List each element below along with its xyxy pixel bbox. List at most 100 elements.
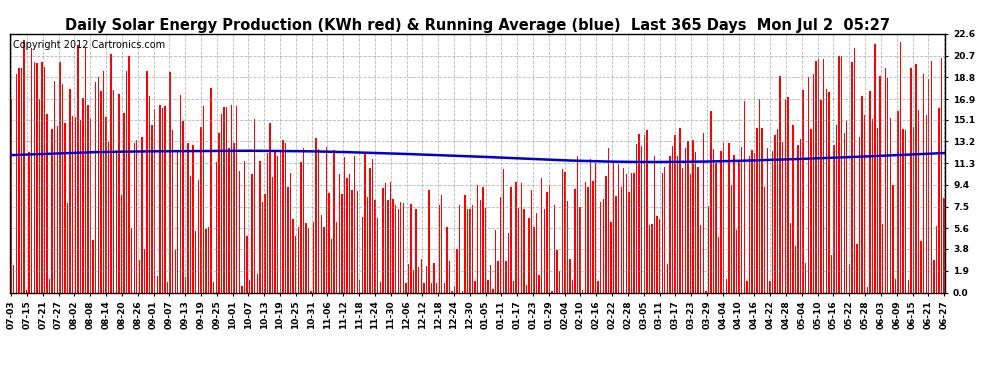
Bar — [577, 156, 578, 292]
Bar — [248, 280, 250, 292]
Bar — [477, 186, 478, 292]
Bar — [472, 205, 473, 292]
Bar — [841, 56, 842, 292]
Bar — [813, 74, 814, 292]
Bar — [634, 173, 635, 292]
Bar — [705, 291, 707, 292]
Bar — [272, 177, 273, 292]
Bar — [751, 150, 752, 292]
Bar — [779, 76, 781, 292]
Bar — [216, 162, 217, 292]
Bar — [582, 290, 583, 292]
Bar — [36, 63, 38, 292]
Bar — [434, 263, 435, 292]
Bar — [759, 99, 760, 292]
Bar — [931, 61, 932, 292]
Bar — [651, 224, 652, 292]
Bar — [223, 107, 225, 292]
Bar — [690, 174, 691, 292]
Bar — [679, 128, 681, 292]
Bar — [872, 119, 873, 292]
Bar — [672, 146, 673, 292]
Bar — [761, 128, 763, 292]
Bar — [687, 141, 689, 292]
Bar — [861, 96, 863, 292]
Bar — [653, 156, 655, 292]
Bar — [290, 172, 291, 292]
Bar — [544, 209, 545, 292]
Bar — [685, 148, 686, 292]
Bar — [111, 54, 112, 292]
Bar — [834, 145, 835, 292]
Bar — [703, 134, 704, 292]
Bar — [513, 281, 514, 292]
Bar — [590, 159, 591, 292]
Bar — [64, 123, 65, 292]
Bar — [187, 143, 189, 292]
Bar — [229, 148, 230, 292]
Bar — [848, 264, 850, 292]
Bar — [364, 152, 365, 292]
Bar — [521, 183, 522, 292]
Bar — [836, 125, 838, 292]
Bar — [600, 202, 601, 292]
Bar — [100, 91, 102, 292]
Bar — [139, 260, 140, 292]
Bar — [677, 156, 678, 292]
Bar — [659, 219, 660, 292]
Bar — [743, 101, 744, 292]
Bar — [190, 176, 191, 292]
Bar — [105, 117, 107, 292]
Bar — [926, 116, 927, 292]
Bar — [439, 205, 440, 292]
Bar — [451, 291, 452, 292]
Bar — [697, 167, 699, 292]
Bar — [31, 48, 33, 292]
Bar — [846, 121, 847, 292]
Bar — [372, 159, 373, 292]
Bar — [803, 90, 804, 292]
Bar — [900, 42, 901, 292]
Bar — [839, 56, 840, 292]
Bar — [716, 164, 717, 292]
Bar — [564, 172, 565, 292]
Bar — [816, 61, 817, 292]
Bar — [118, 94, 120, 292]
Bar — [177, 151, 178, 292]
Bar — [185, 277, 186, 292]
Bar — [821, 100, 822, 292]
Bar — [42, 62, 43, 292]
Bar — [21, 68, 22, 292]
Bar — [242, 286, 243, 292]
Bar — [408, 264, 409, 292]
Bar — [603, 199, 604, 292]
Bar — [344, 157, 346, 292]
Bar — [356, 191, 358, 292]
Bar — [313, 222, 315, 292]
Bar — [928, 79, 930, 292]
Bar — [648, 225, 650, 292]
Bar — [136, 140, 138, 292]
Bar — [121, 195, 122, 292]
Bar — [729, 142, 730, 292]
Bar — [321, 215, 322, 292]
Bar — [797, 145, 799, 292]
Bar — [569, 258, 570, 292]
Bar — [566, 201, 568, 292]
Bar — [231, 105, 233, 292]
Bar — [913, 126, 914, 292]
Bar — [726, 279, 727, 292]
Bar — [534, 227, 535, 292]
Bar — [285, 143, 286, 292]
Bar — [303, 148, 304, 292]
Bar — [459, 205, 460, 292]
Bar — [298, 227, 299, 292]
Bar — [54, 81, 55, 292]
Bar — [823, 59, 825, 292]
Bar — [113, 90, 115, 292]
Bar — [147, 71, 148, 292]
Bar — [518, 207, 520, 292]
Bar — [51, 129, 52, 292]
Bar — [700, 225, 701, 292]
Bar — [416, 210, 417, 292]
